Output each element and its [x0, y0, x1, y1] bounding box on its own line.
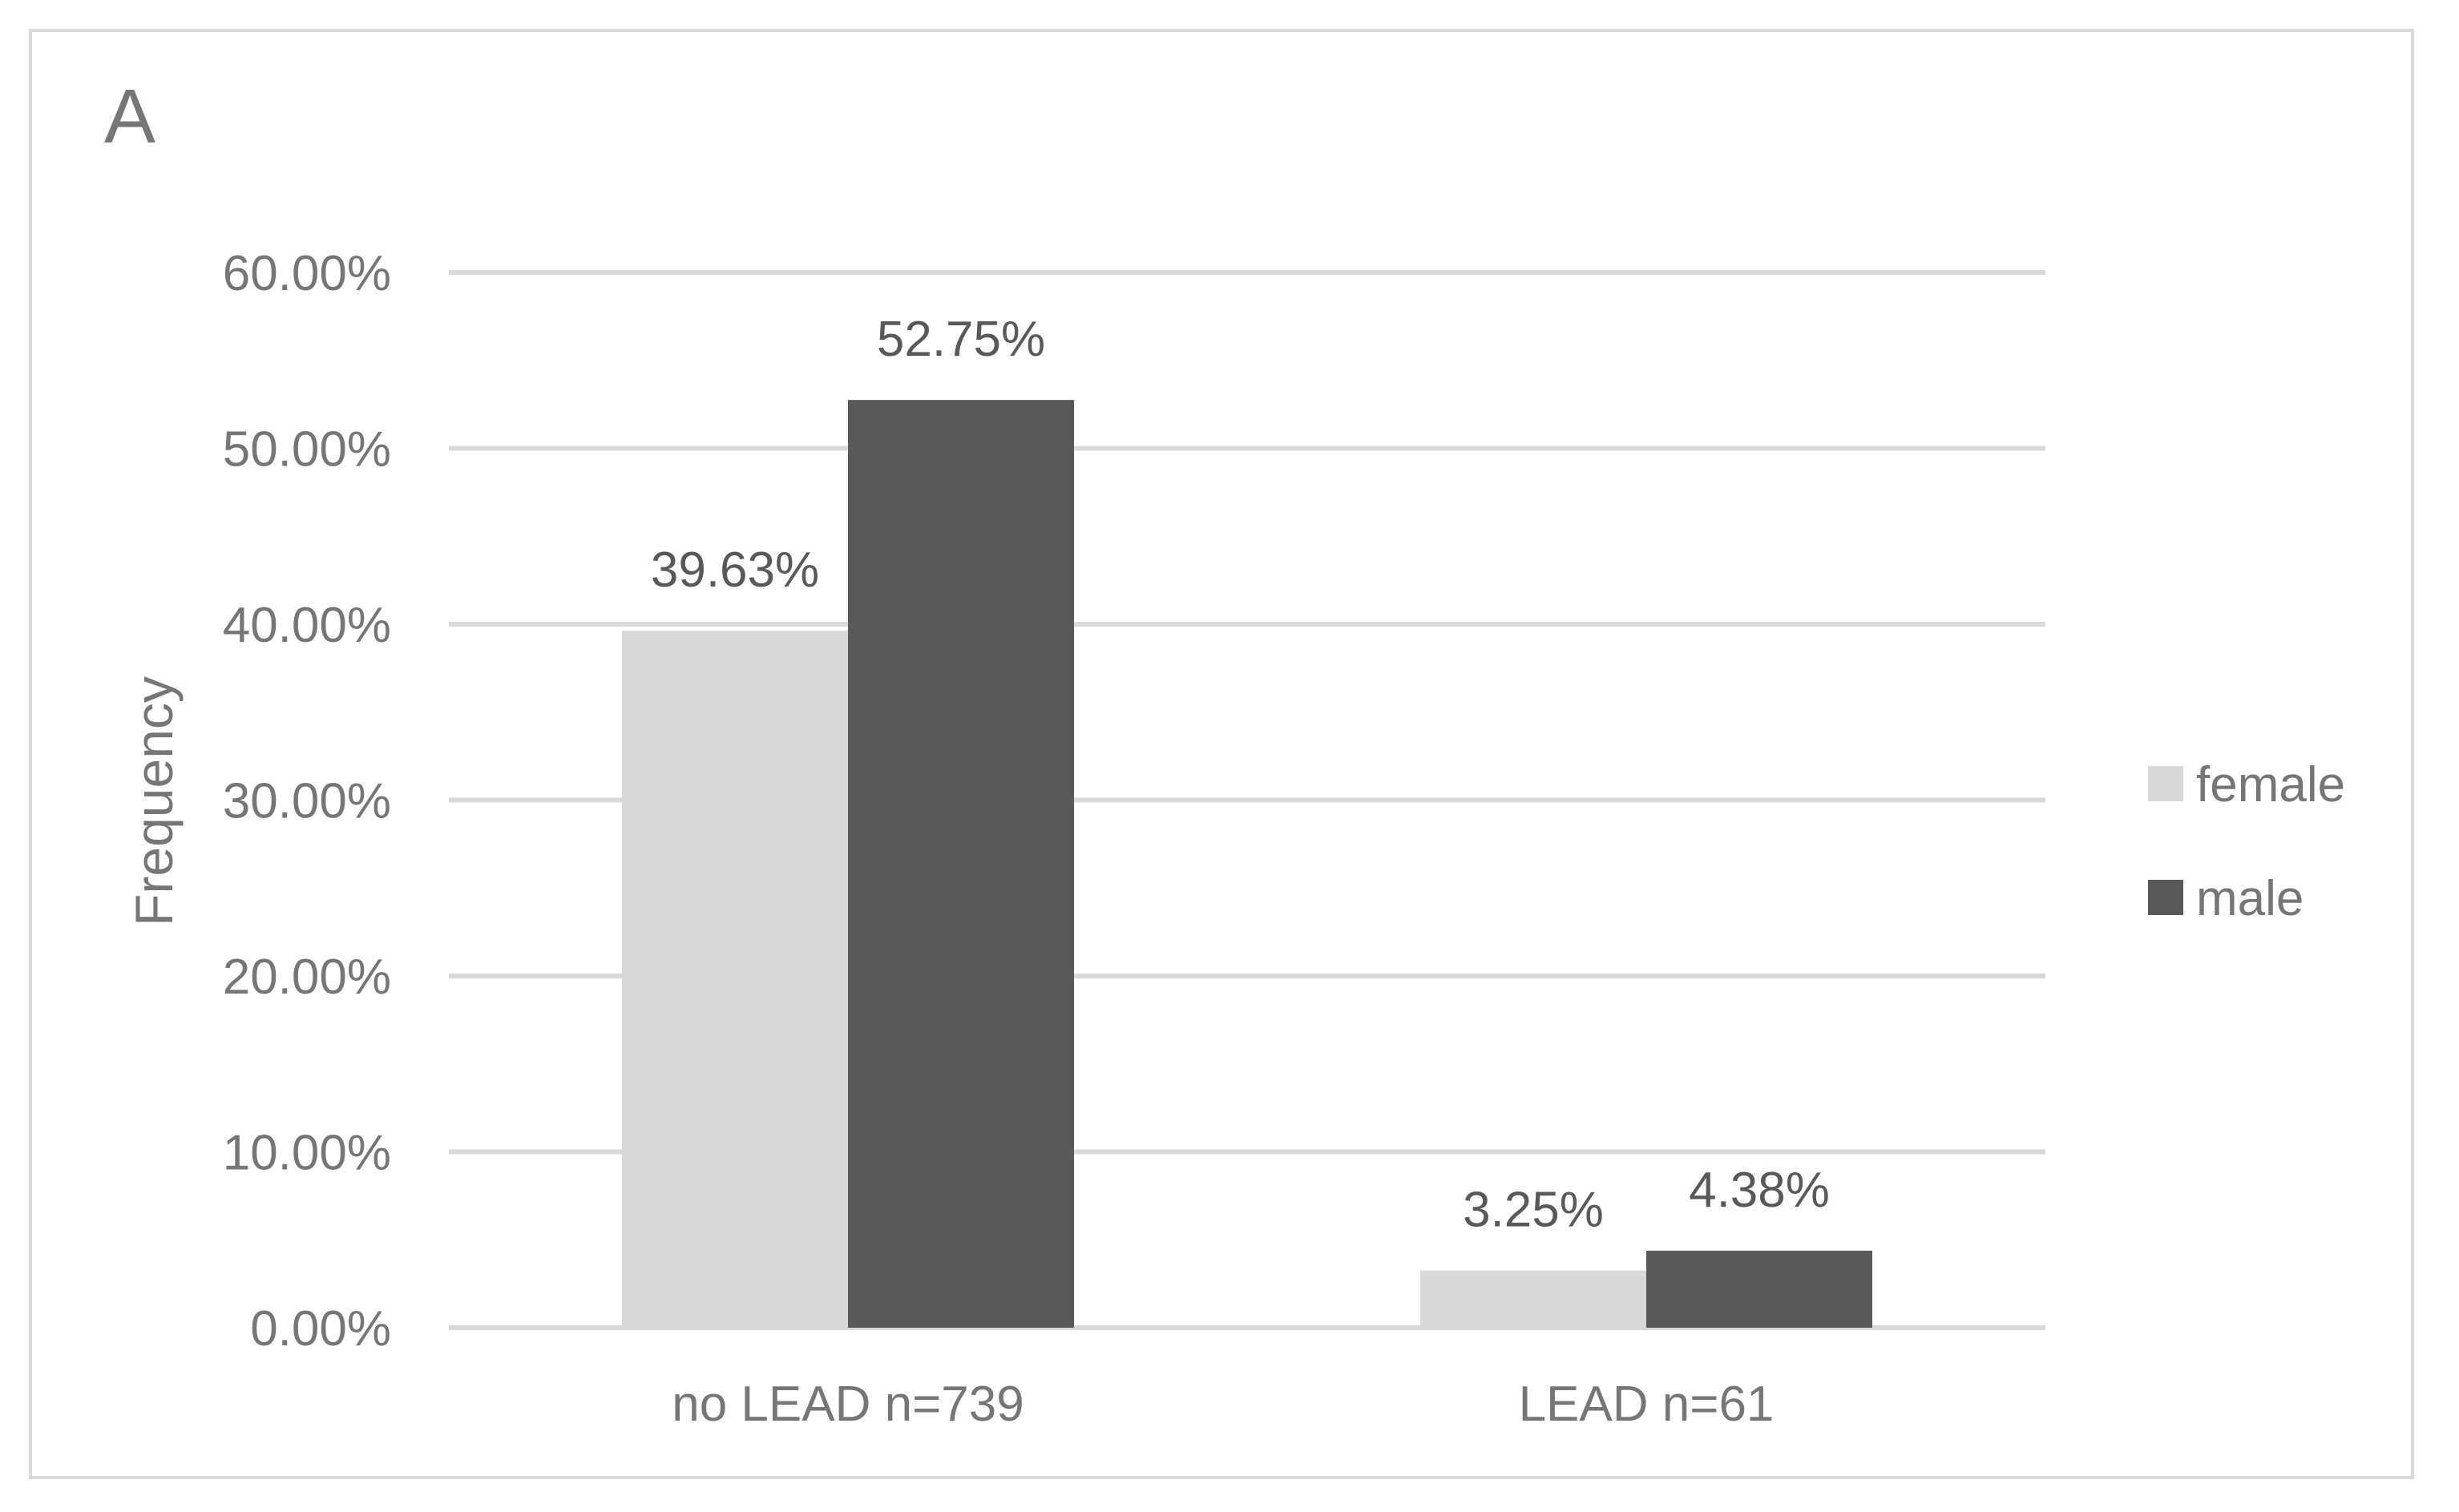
- data-label: 3.25%: [1463, 1183, 1604, 1238]
- legend: female male: [2148, 757, 2345, 926]
- y-tick-labels: 0.00% 10.00% 20.00% 30.00% 40.00% 50.00% 60.00…: [223, 246, 391, 1357]
- y-tick-label: 0.00%: [250, 1301, 391, 1357]
- y-tick-label: 60.00%: [223, 246, 391, 301]
- y-tick-label: 20.00%: [223, 950, 391, 1005]
- bar-male: [1646, 1250, 1872, 1328]
- y-tick-label: 30.00%: [223, 774, 391, 829]
- bar-male: [848, 400, 1074, 1329]
- y-axis-label: Frequency: [124, 676, 184, 926]
- data-label: 39.63%: [651, 542, 819, 598]
- x-tick-label: LEAD n=61: [1519, 1377, 1775, 1432]
- y-tick-label: 50.00%: [223, 422, 391, 478]
- legend-swatch-female: [2148, 766, 2183, 801]
- legend-label-male: male: [2196, 871, 2304, 926]
- x-tick-label: no LEAD n=739: [672, 1377, 1024, 1432]
- bar-female: [622, 631, 848, 1328]
- data-labels: 39.63% 52.75% 3.25% 4.38%: [651, 312, 1830, 1238]
- y-tick-label: 40.00%: [223, 598, 391, 653]
- panel-label: A: [104, 74, 155, 159]
- bar-female: [1420, 1270, 1646, 1328]
- y-tick-label: 10.00%: [223, 1126, 391, 1181]
- legend-swatch-male: [2148, 880, 2183, 915]
- legend-label-female: female: [2196, 757, 2345, 812]
- data-label: 52.75%: [877, 312, 1045, 367]
- x-tick-labels: no LEAD n=739 LEAD n=61: [672, 1377, 1774, 1432]
- bars: [622, 400, 1872, 1329]
- data-label: 4.38%: [1689, 1163, 1830, 1218]
